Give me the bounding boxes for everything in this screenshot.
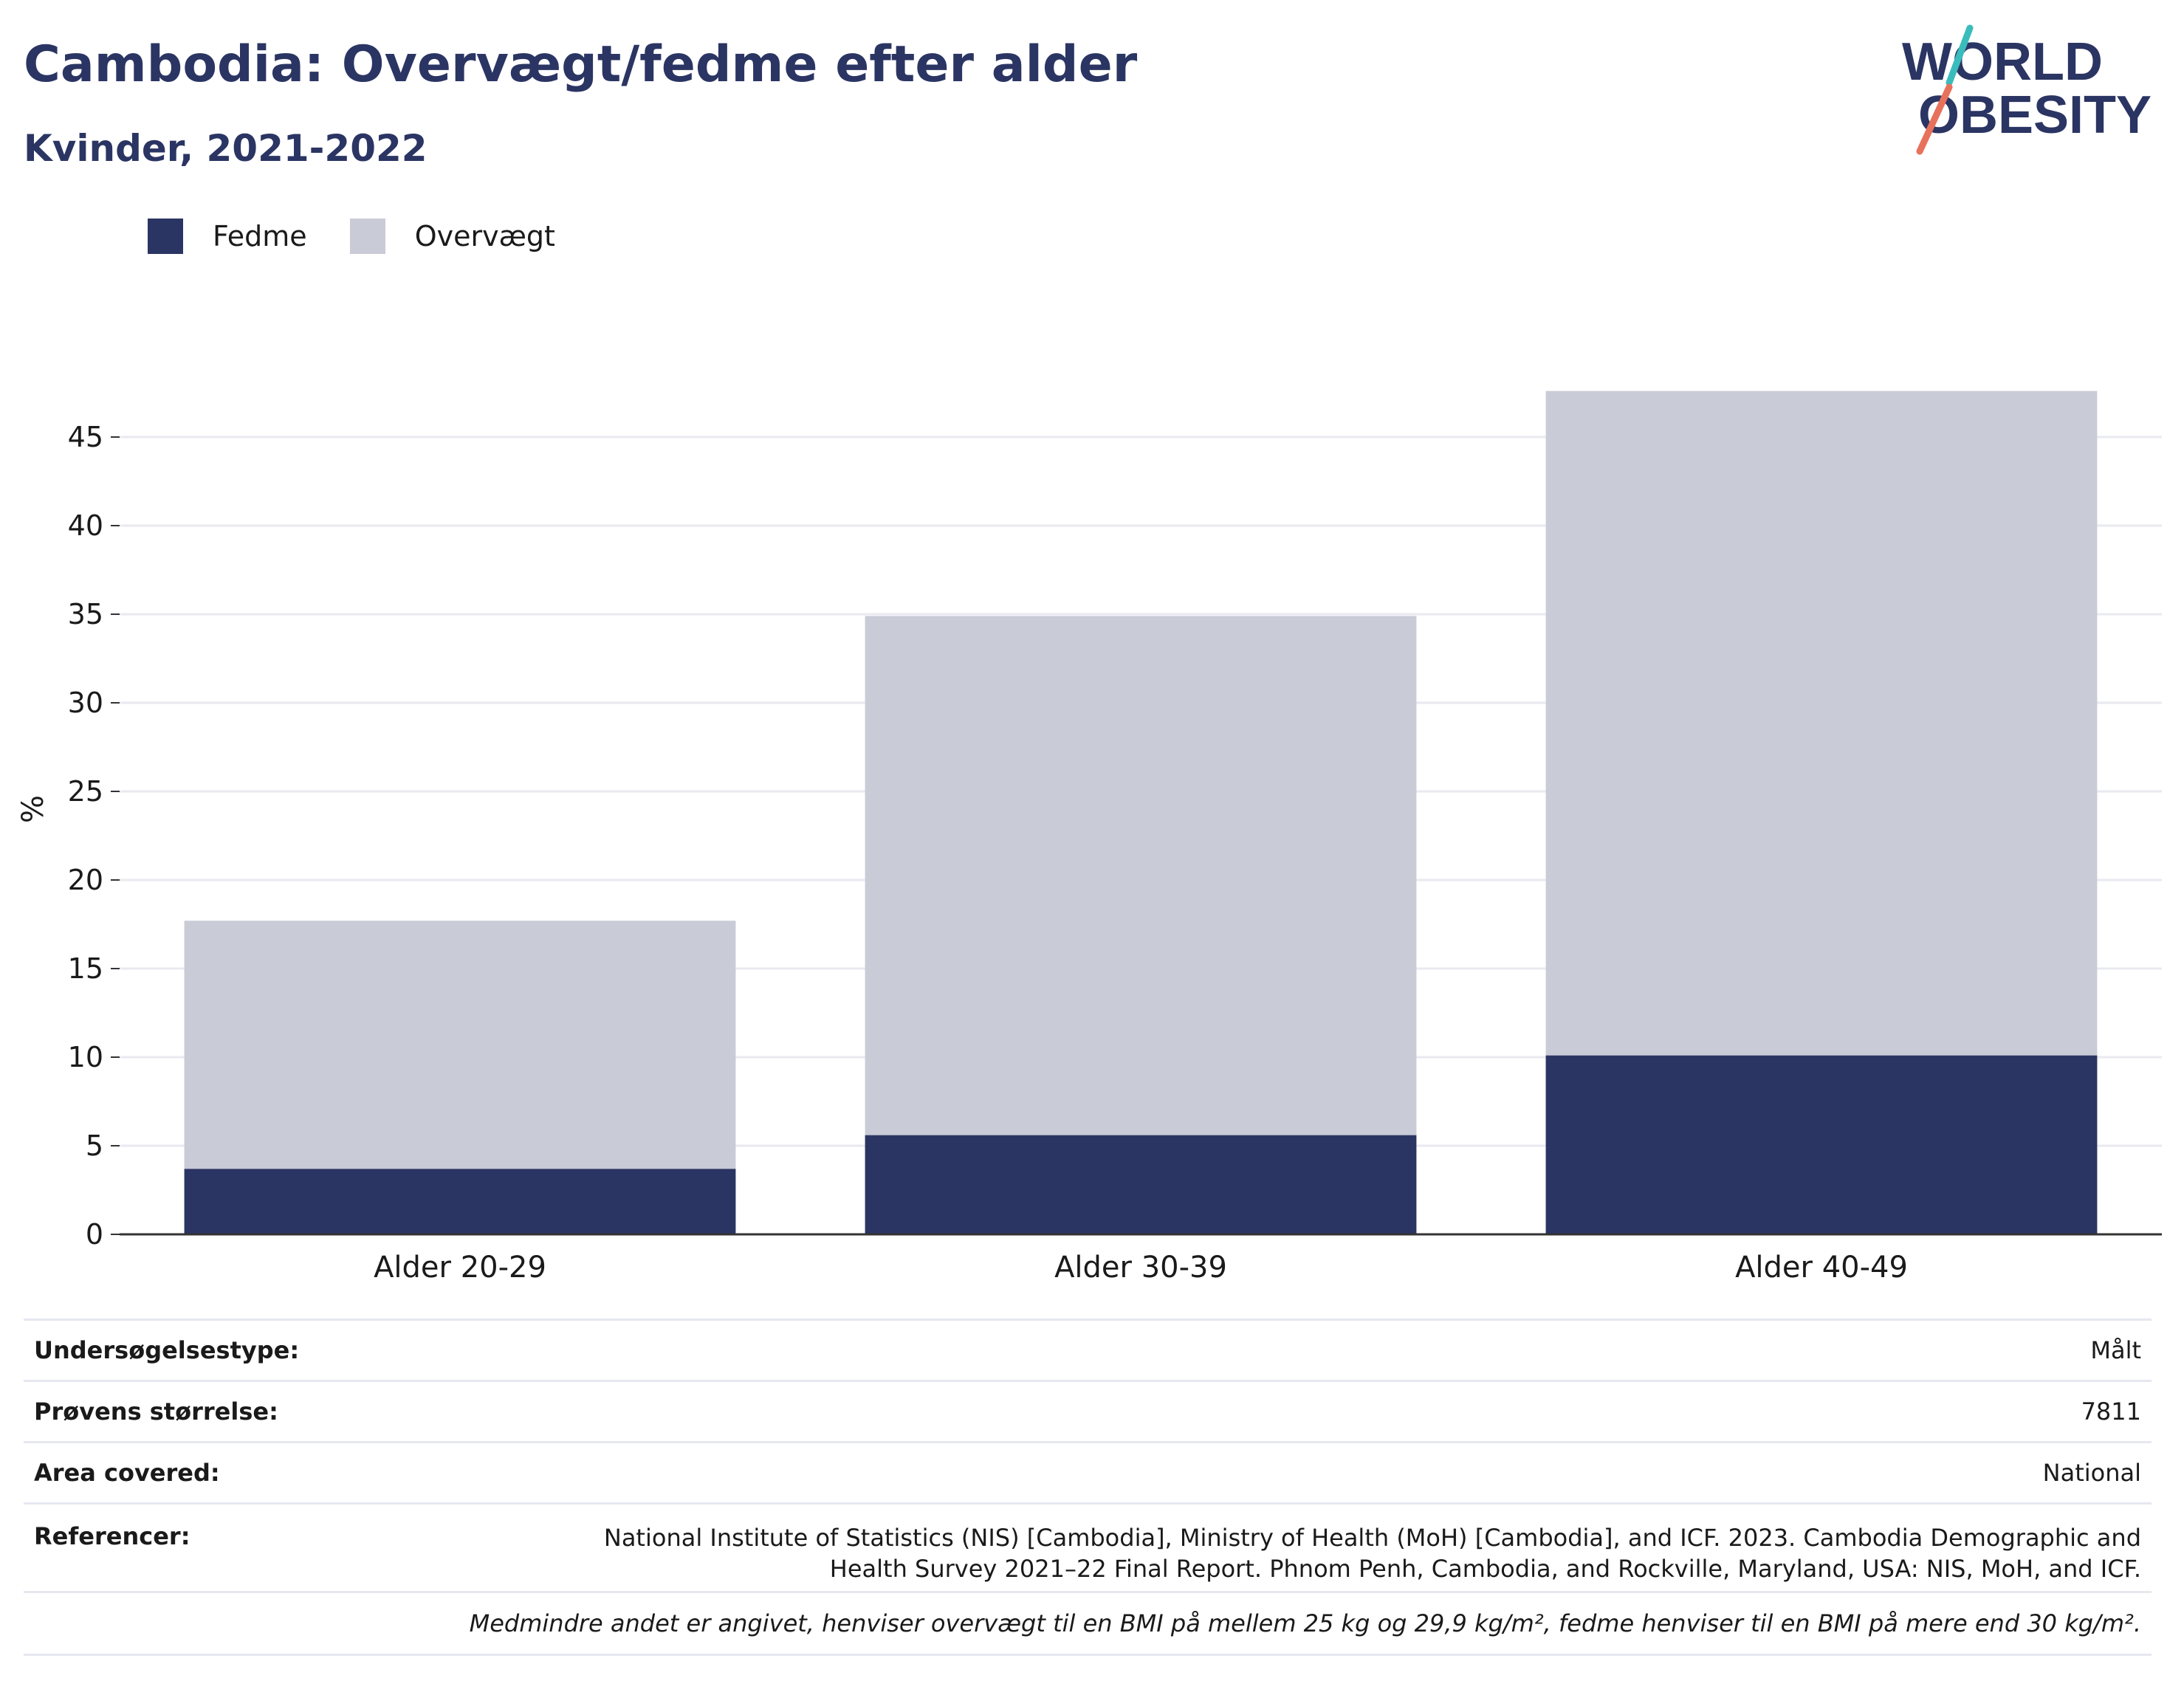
legend-item-overvaegt[interactable]: Overvægt bbox=[349, 219, 555, 254]
sample-size-label: Prøvens størrelse: bbox=[34, 1397, 278, 1426]
bar-overvaegt-1 bbox=[184, 921, 736, 1169]
definition-note: Medmindre andet er angivet, henviser ove… bbox=[469, 1609, 2141, 1637]
legend-item-fedme[interactable]: Fedme bbox=[148, 219, 307, 254]
sample-size-value: 7811 bbox=[2081, 1397, 2141, 1426]
references-value: National Institute of Statistics (NIS) [… bbox=[603, 1524, 2141, 1583]
area-value: National bbox=[2042, 1459, 2141, 1487]
info-row-survey-type: Undersøgelsestype: Målt bbox=[24, 1318, 2152, 1380]
info-table: Undersøgelsestype: Målt Prøvens størrels… bbox=[24, 1318, 2152, 1656]
logo-line1: WORLD bbox=[1902, 32, 2103, 92]
world-obesity-logo: WORLD OBESITY bbox=[1902, 24, 2152, 155]
legend-swatch-overvaegt bbox=[349, 219, 385, 254]
area-label: Area covered: bbox=[34, 1459, 220, 1487]
legend-label-fedme: Fedme bbox=[213, 220, 307, 252]
info-row-references: Referencer: National Institute of Statis… bbox=[24, 1502, 2152, 1591]
chart-title: Cambodia: Overvægt/fedme efter alder bbox=[24, 35, 1138, 94]
y-tick-label: 15 bbox=[68, 952, 103, 985]
bar-overvaegt-3 bbox=[1545, 391, 2098, 1056]
bar-chart: 0 5 10 15 20 25 30 35 40 45% Alder 20-29 Alder 30-3… bbox=[16, 391, 2162, 1285]
bar-fedme-1 bbox=[184, 1169, 736, 1234]
y-axis-label: % bbox=[16, 795, 50, 823]
y-tick-label: 5 bbox=[86, 1130, 103, 1162]
y-tick-label: 30 bbox=[68, 687, 103, 719]
x-tick-label: Alder 20-29 bbox=[374, 1251, 546, 1285]
logo-line2: OBESITY bbox=[1918, 86, 2152, 145]
y-tick-label: 45 bbox=[68, 421, 103, 453]
y-tick-label: 20 bbox=[68, 864, 103, 896]
info-row-sample-size: Prøvens størrelse: 7811 bbox=[24, 1380, 2152, 1441]
y-tick-label: 40 bbox=[68, 509, 103, 542]
y-tick-label: 0 bbox=[86, 1218, 103, 1251]
y-tick-label: 10 bbox=[68, 1041, 103, 1073]
y-tick-label: 25 bbox=[68, 775, 103, 808]
legend-label-overvaegt: Overvægt bbox=[414, 220, 555, 252]
bar-fedme-3 bbox=[1545, 1055, 2098, 1234]
info-row-area: Area covered: National bbox=[24, 1441, 2152, 1502]
info-row-note: Medmindre andet er angivet, henviser ove… bbox=[24, 1591, 2152, 1656]
chart-subtitle: Kvinder, 2021-2022 bbox=[24, 127, 427, 170]
legend-swatch-fedme bbox=[148, 219, 183, 254]
bar-fedme-2 bbox=[865, 1135, 1417, 1234]
x-tick-label: Alder 40-49 bbox=[1735, 1251, 1908, 1285]
references-label: Referencer: bbox=[34, 1522, 190, 1550]
bar-overvaegt-2 bbox=[865, 616, 1417, 1135]
survey-type-value: Målt bbox=[2090, 1336, 2141, 1364]
chart-legend: Fedme Overvægt bbox=[148, 219, 598, 254]
x-tick-label: Alder 30-39 bbox=[1054, 1251, 1227, 1285]
survey-type-label: Undersøgelsestype: bbox=[34, 1336, 300, 1364]
y-tick-label: 35 bbox=[68, 598, 103, 630]
